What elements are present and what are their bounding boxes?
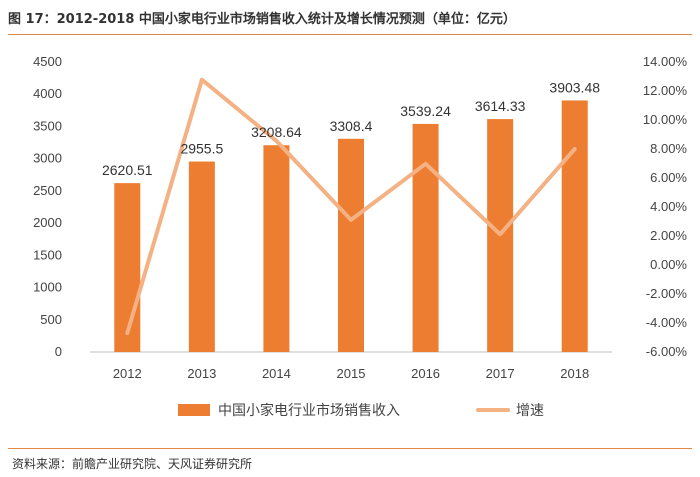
bar-2018 — [561, 100, 588, 352]
y-right-tick-label: 2.00% — [650, 228, 687, 243]
y-left-tick-label: 0 — [55, 344, 62, 359]
growth-line — [125, 77, 577, 336]
y-left-tick-label: 4500 — [33, 54, 62, 69]
bar-2014 — [263, 145, 290, 352]
y-right-tick-label: 12.00% — [643, 83, 688, 98]
y-right-tick-label: -2.00% — [646, 286, 688, 301]
source-note: 资料来源：前瞻产业研究院、天风证券研究所 — [12, 457, 253, 471]
y-right-tick-label: 8.00% — [650, 141, 687, 156]
bar-data-label: 3539.24 — [400, 103, 451, 119]
legend-swatch-revenue — [178, 404, 210, 416]
y-right-tick-label: 14.00% — [643, 54, 688, 69]
x-tick-label: 2014 — [262, 366, 291, 381]
chart-title: 图 17：2012-2018 中国小家电行业市场销售收入统计及增长情况预测（单位… — [8, 12, 516, 27]
source-divider — [8, 448, 692, 449]
x-tick-label: 2015 — [337, 366, 366, 381]
y-left-tick-label: 500 — [40, 312, 62, 327]
x-tick-label: 2018 — [560, 366, 589, 381]
bar-data-label: 3308.4 — [330, 118, 373, 134]
combo-chart: 0 500 1000 1500 2000 2500 3000 3500 4000 4500 -6.0… — [33, 54, 688, 419]
bar-2015 — [338, 138, 364, 352]
y-right-tick-label: -4.00% — [646, 315, 688, 330]
y-right-tick-label: 0.00% — [650, 257, 687, 272]
y-left-tick-label: 4000 — [33, 86, 62, 101]
bar-2013 — [188, 161, 215, 352]
title-divider — [8, 34, 692, 35]
bar-data-label: 3903.48 — [549, 79, 600, 95]
y-right-tick-label: 6.00% — [650, 170, 687, 185]
bar-2016 — [412, 123, 439, 352]
y-left-tick-label: 3000 — [33, 151, 62, 166]
y-right-tick-label: -6.00% — [646, 344, 688, 359]
y-right-tick-label: 10.00% — [643, 112, 688, 127]
bar-data-label: 2955.5 — [180, 141, 223, 157]
legend-label-revenue: 中国小家电行业市场销售收入 — [218, 402, 400, 419]
bar-2012 — [114, 183, 141, 352]
bar-data-label: 3208.64 — [251, 124, 302, 140]
legend-label-growth: 增速 — [516, 403, 544, 419]
y-right-tick-label: 4.00% — [650, 199, 687, 214]
bar-data-label: 3614.33 — [475, 98, 526, 114]
x-tick-label: 2016 — [411, 366, 440, 381]
y-left-tick-label: 2500 — [33, 183, 62, 198]
y-left-tick-label: 2000 — [33, 215, 62, 230]
y-left-tick-label: 1500 — [33, 247, 62, 262]
x-tick-label: 2013 — [187, 366, 216, 381]
y-left-tick-label: 3500 — [33, 118, 62, 133]
bar-data-label: 2620.51 — [102, 162, 153, 178]
x-tick-label: 2017 — [486, 366, 515, 381]
y-left-tick-label: 1000 — [33, 280, 62, 295]
x-tick-label: 2012 — [113, 366, 142, 381]
